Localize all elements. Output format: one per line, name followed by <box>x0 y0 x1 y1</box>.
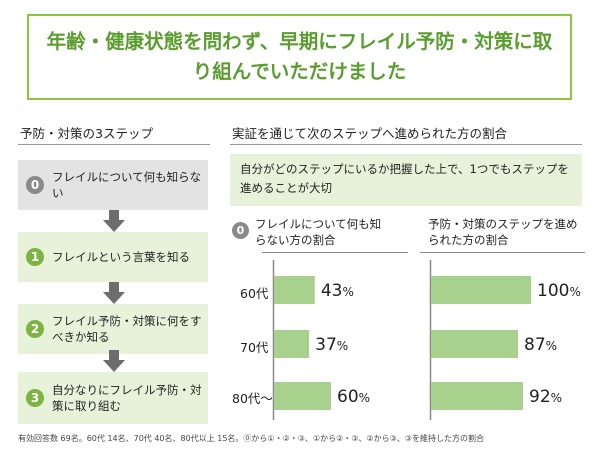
age-label: 70代 <box>240 340 269 355</box>
bar-unaware-2 <box>274 382 331 410</box>
down-arrow-icon <box>103 350 125 372</box>
left-heading: 予防・対策の3ステップ <box>18 123 210 145</box>
data-label: 87% <box>524 335 557 355</box>
step-label: フレイルについて何も知らない <box>52 170 202 200</box>
step-number: 3 <box>26 389 44 407</box>
right-heading: 実証を通じて次のステップへ進められた方の割合 <box>230 123 582 145</box>
step-label: フレイル予防・対策に何をすべきか知る <box>52 314 202 344</box>
bar-progressed-1 <box>431 330 518 358</box>
step-1: 1 フレイルという言葉を知る <box>18 232 208 282</box>
data-label: 37% <box>315 335 348 355</box>
step-number: 2 <box>26 320 44 338</box>
step-2: 2 フレイル予防・対策に何をすべきか知る <box>18 304 208 354</box>
step-0: 0 フレイルについて何も知らない <box>18 160 208 210</box>
step-label: 自分なりにフレイル予防・対策に取り組む <box>52 383 202 413</box>
data-label: 100% <box>537 281 581 301</box>
bar-unaware-1 <box>274 330 310 358</box>
bar-progressed-2 <box>431 382 523 410</box>
age-label: 80代〜 <box>232 391 273 406</box>
step-number: 1 <box>26 248 44 266</box>
left-panel-title-text: フレイルについて何も知らない方の割合 <box>255 217 382 247</box>
data-label: 92% <box>529 387 562 407</box>
step-number: 0 <box>232 222 249 239</box>
bar-unaware-0 <box>274 276 315 304</box>
page-title: 年齢・健康状態を問わず、早期にフレイル予防・対策に取り組んでいただけました <box>46 30 553 83</box>
step-label: フレイルという言葉を知る <box>52 250 190 264</box>
bar-progressed-0 <box>431 276 531 304</box>
right-panel-title-text: 予防・対策のステップを進められた方の割合 <box>428 217 578 247</box>
right-panel-title: 予防・対策のステップを進められた方の割合 <box>428 216 588 248</box>
data-label: 43% <box>321 281 354 301</box>
data-label: 60% <box>337 387 370 407</box>
down-arrow-icon <box>103 210 125 232</box>
title-box: 年齢・健康状態を問わず、早期にフレイル予防・対策に取り組んでいただけました <box>27 14 572 100</box>
step-number: 0 <box>26 176 44 194</box>
down-arrow-icon <box>103 282 125 304</box>
footnote: 有効回答数 69名。60代 14名、70代 40名、80代以上 15名。⓪から①… <box>18 434 484 443</box>
age-label: 60代 <box>240 286 269 301</box>
left-panel-title: 0 フレイルについて何も知らない方の割合 <box>232 216 392 248</box>
callout: 自分がどのステップにいるか把握した上で、1つでもステップを進めることが大切 <box>230 154 582 206</box>
step-3: 3 自分なりにフレイル予防・対策に取り組む <box>18 372 208 424</box>
